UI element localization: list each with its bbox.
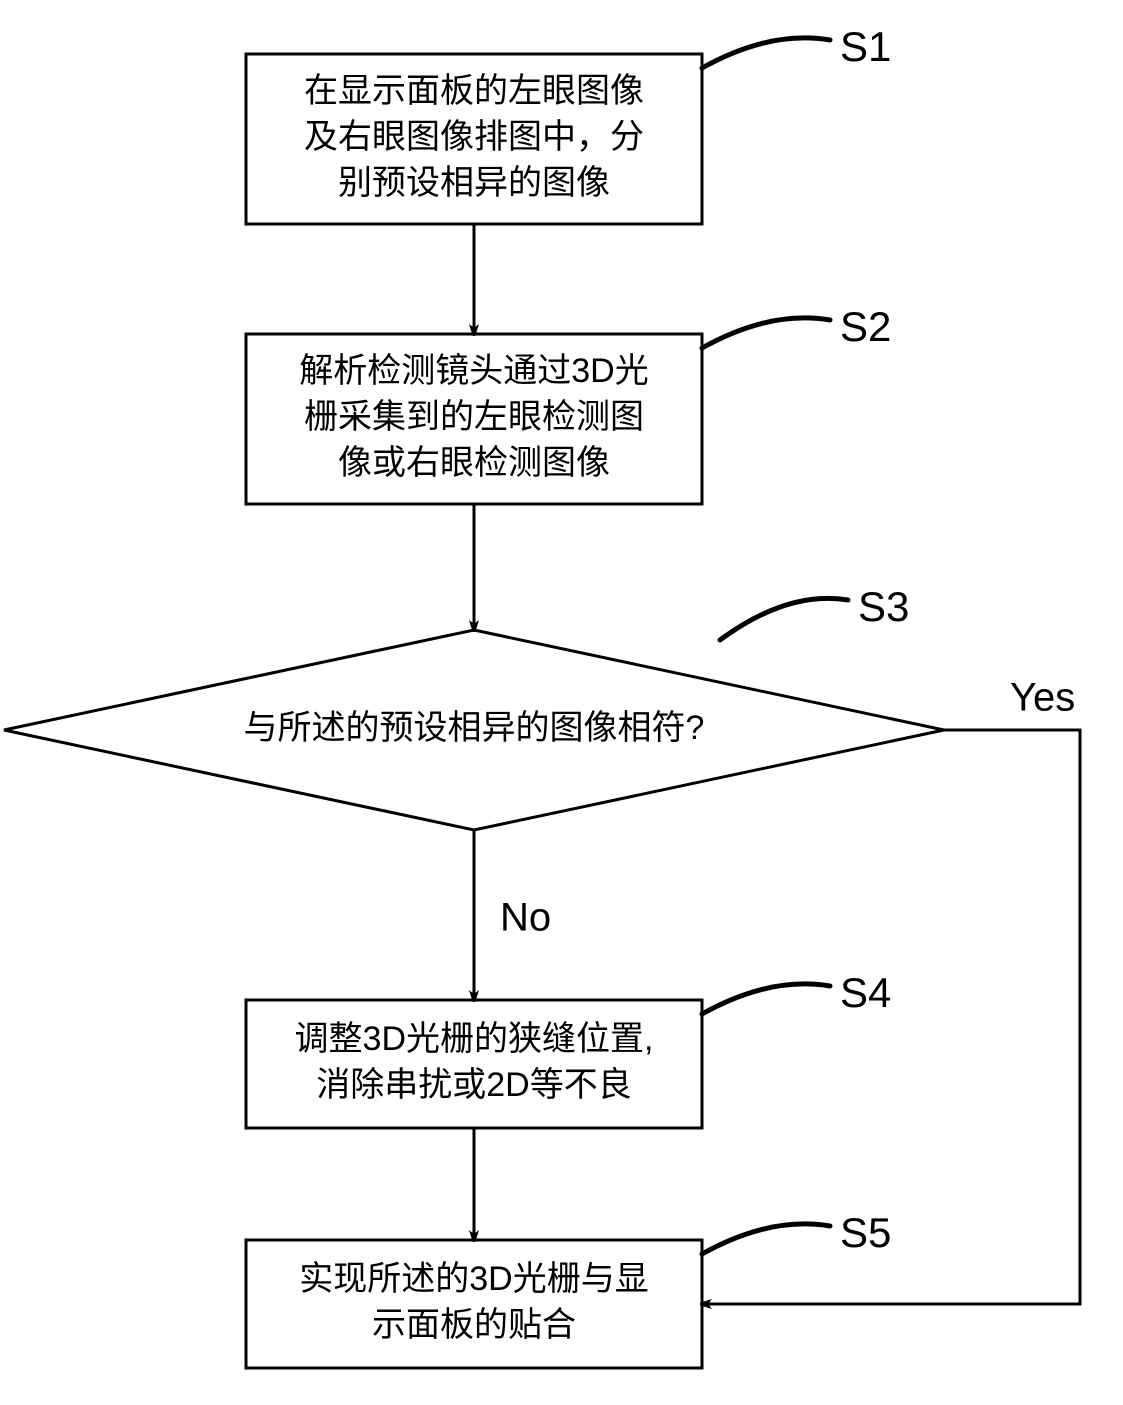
step-label: S4 <box>840 969 891 1016</box>
flowchart-svg: 在显示面板的左眼图像及右眼图像排图中，分别预设相异的图像 S1 解析检测镜头通过3D… <box>0 0 1123 1405</box>
step-label: S2 <box>840 303 891 350</box>
node-s1: 在显示面板的左眼图像及右眼图像排图中，分别预设相异的图像 S1 <box>246 23 891 224</box>
callout-hook <box>702 38 830 68</box>
node-s4: 调整3D光栅的狭缝位置, 消除串扰或2D等不良 S4 <box>246 969 891 1128</box>
node-s5: 实现所述的3D光栅与显示面板的贴合 S5 <box>246 1209 891 1368</box>
node-text: 在显示面板的左眼图像 <box>304 72 644 110</box>
callout-hook <box>720 598 848 640</box>
node-text: 及右眼图像排图中，分 <box>304 118 644 156</box>
edge-2: No <box>474 830 551 1000</box>
edge-label: No <box>500 896 551 940</box>
node-text: 消除串扰或2D等不良 <box>316 1066 631 1104</box>
step-label: S5 <box>840 1209 891 1256</box>
node-text: 别预设相异的图像 <box>338 164 610 202</box>
node-text: 解析检测镜头通过3D光 <box>299 352 648 390</box>
callout-hook <box>702 318 830 348</box>
node-text: 与所述的预设相异的图像相符? <box>244 709 705 747</box>
node-s2: 解析检测镜头通过3D光栅采集到的左眼检测图像或右眼检测图像 S2 <box>246 303 891 504</box>
node-text: 示面板的贴合 <box>372 1306 576 1344</box>
node-text: 实现所述的3D光栅与显 <box>299 1260 648 1298</box>
callout-hook <box>702 1224 830 1254</box>
step-label: S1 <box>840 23 891 70</box>
step-label: S3 <box>858 583 909 630</box>
edge-label: Yes <box>1010 676 1075 720</box>
node-text: 像或右眼检测图像 <box>338 444 610 482</box>
callout-hook <box>702 984 830 1014</box>
node-text: 栅采集到的左眼检测图 <box>304 398 644 436</box>
node-text: 调整3D光栅的狭缝位置, <box>295 1020 654 1058</box>
